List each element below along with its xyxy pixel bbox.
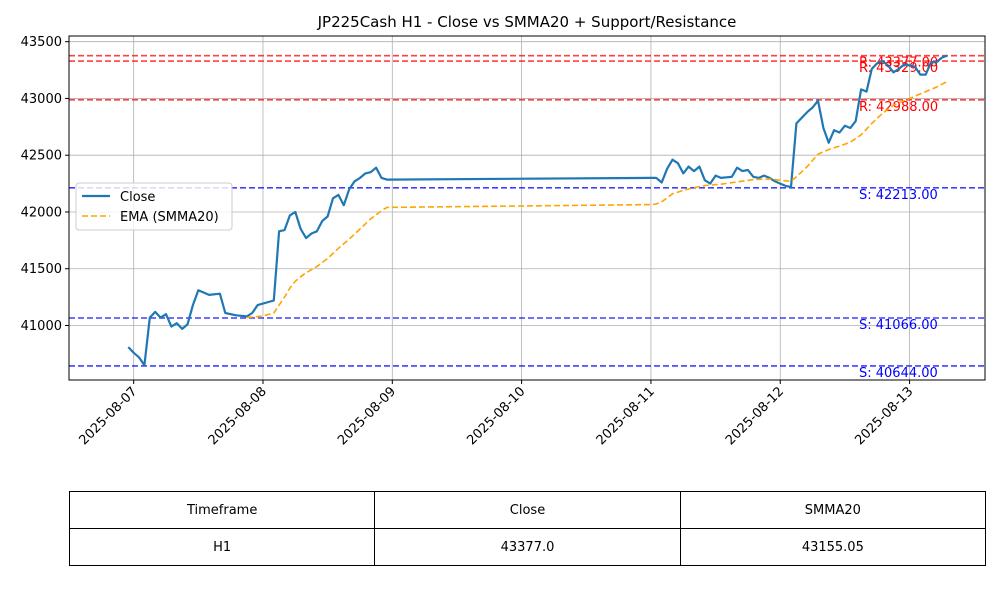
y-tick-label: 42000 [21,205,62,220]
support-level-label: S: 41066.00 [859,318,938,333]
x-tick-label: 2025-08-09 [335,384,399,448]
chart-title: JP225Cash H1 - Close vs SMMA20 + Support… [317,13,737,31]
header-close: Close [374,491,681,529]
y-tick-label: 41500 [21,262,62,277]
legend: Close EMA (SMMA20) [75,182,233,231]
y-tick-label: 42500 [21,149,62,164]
series-lines [127,54,948,367]
y-tick-label: 41000 [21,319,62,334]
axes: 41000 41500 42000 42500 43000 43500 2025-08-07… [21,35,986,448]
x-tick-label: 2025-08-07 [76,384,140,448]
header-smma: SMMA20 [679,491,987,529]
cell-smma: 43155.05 [679,528,987,566]
support-level-label: S: 40644.00 [859,366,938,381]
x-tick-label: 2025-08-13 [852,384,916,448]
resistance-level-label: R: 43377.00 [859,56,938,71]
legend-ema-label: EMA (SMMA20) [120,210,219,225]
cell-timeframe: H1 [68,528,376,566]
x-tick-label: 2025-08-08 [206,384,270,448]
cell-close: 43377.0 [374,528,681,566]
ema-series-line [246,80,948,319]
legend-close-label: Close [120,190,155,205]
grid [69,36,985,380]
plot-frame [68,35,986,381]
x-tick-label: 2025-08-12 [723,384,787,448]
y-tick-label: 43500 [21,35,62,50]
header-timeframe: Timeframe [68,491,376,529]
x-tick-label: 2025-08-10 [464,384,528,448]
table-row: H1 43377.0 43155.05 [68,528,987,566]
legend-frame [75,182,233,231]
summary-table: Timeframe Close SMMA20 H1 43377.0 43155.… [68,491,987,566]
table-header-row: Timeframe Close SMMA20 [68,491,987,529]
support-level-label: S: 42213.00 [859,188,938,203]
resistance-level-label: R: 42988.00 [859,100,938,115]
x-tick-label: 2025-08-11 [594,384,658,448]
y-tick-label: 43000 [21,92,62,107]
close-series-line [127,54,948,367]
